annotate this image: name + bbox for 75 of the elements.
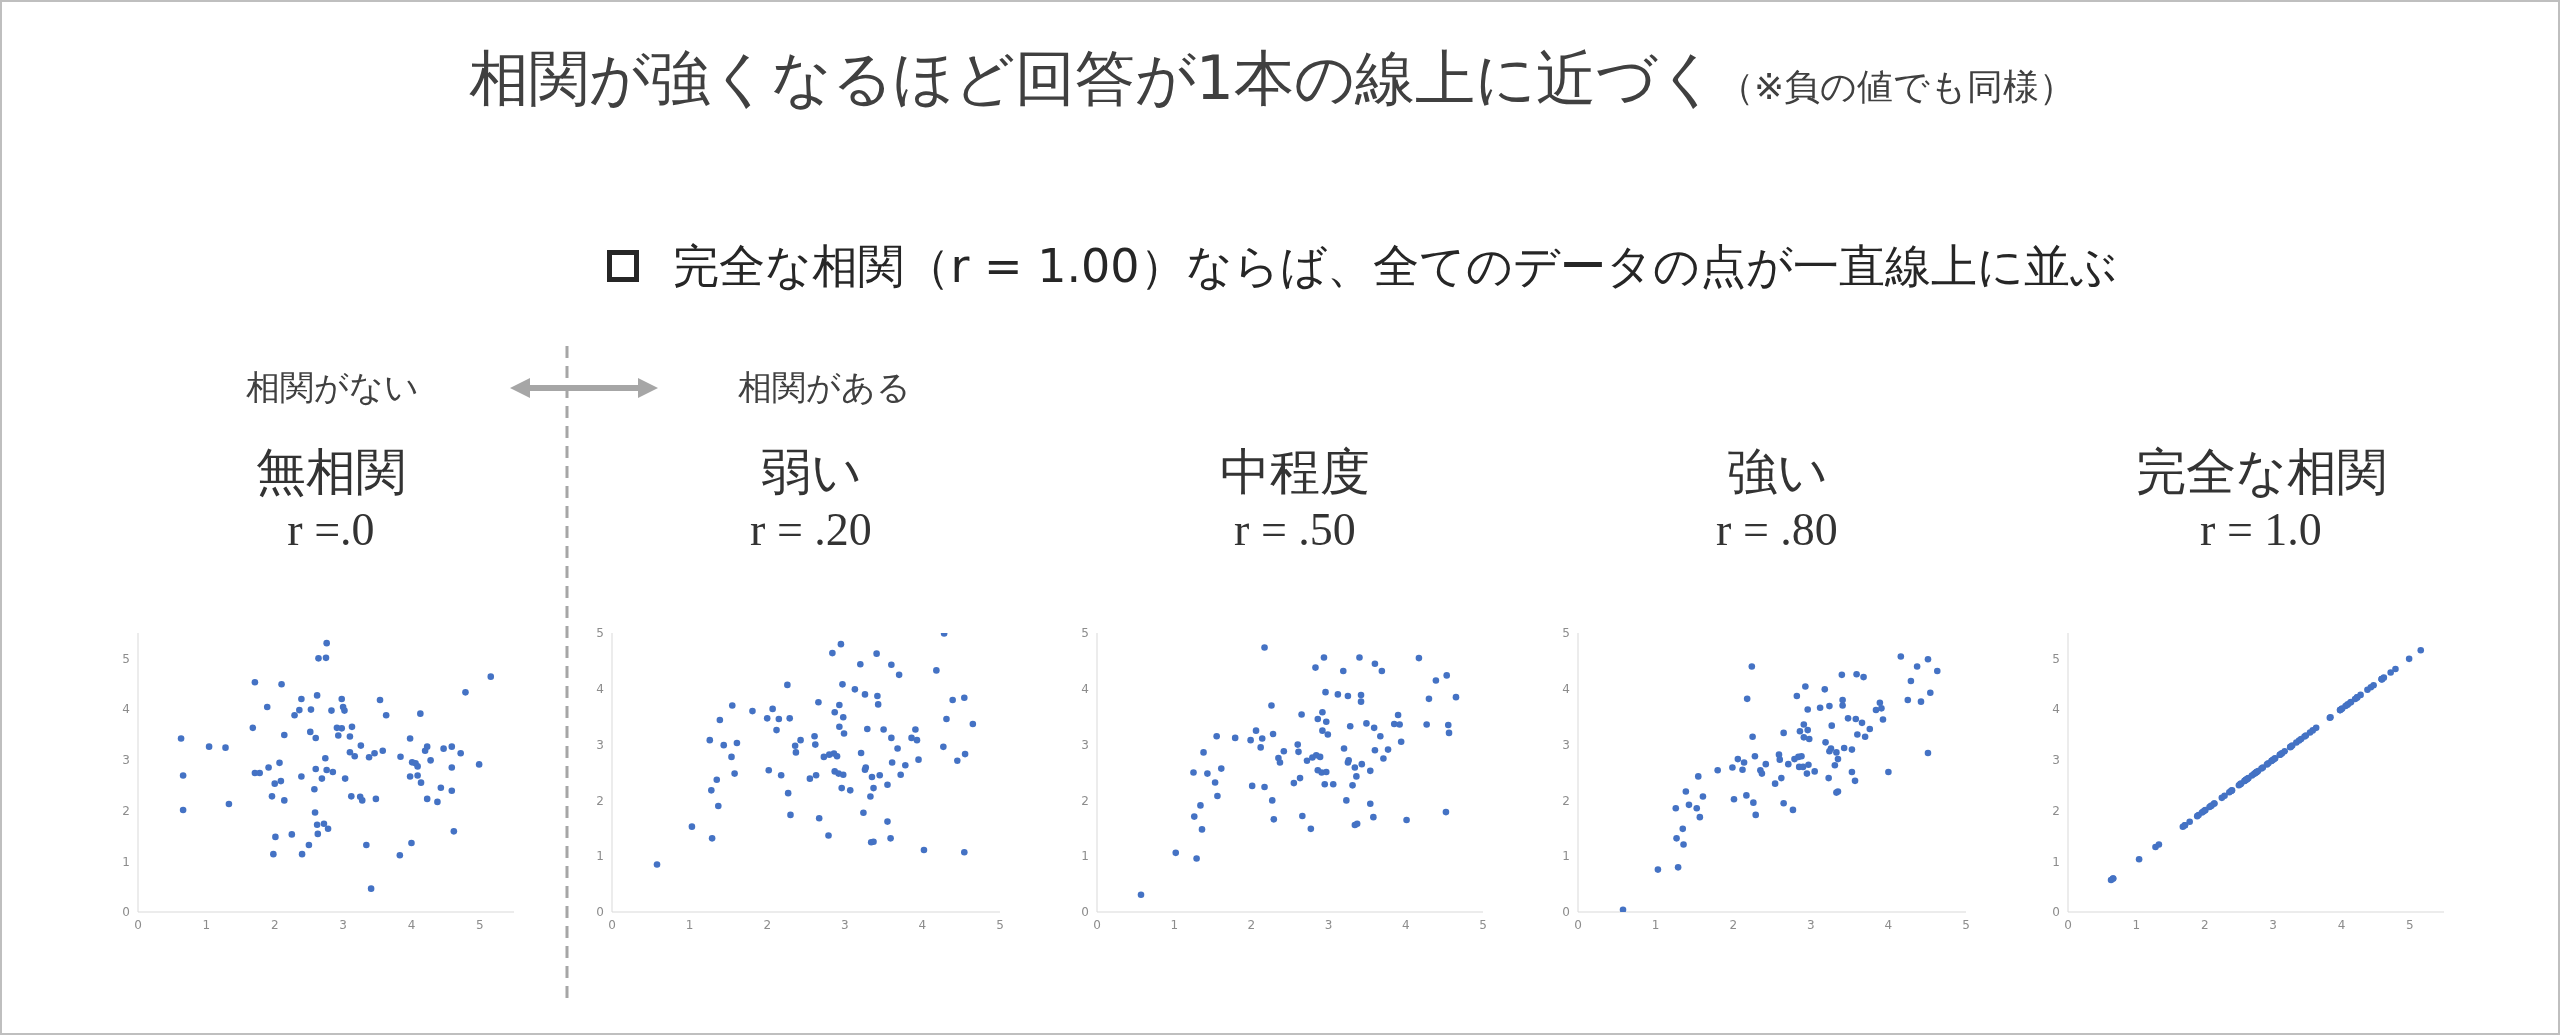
x-tick-label: 4 — [407, 917, 416, 932]
y-tick-label: 1 — [1562, 849, 1570, 864]
text: 相関が強くなるほど回答が1本の線上に近づく — [468, 43, 1718, 113]
y-tick-label: 0 — [1081, 905, 1089, 920]
y-tick-label: 2 — [1081, 793, 1089, 808]
y-tick-label: 3 — [2052, 753, 2060, 768]
x-tick-label: 0 — [1574, 917, 1582, 932]
x-tick-label: 0 — [2064, 917, 2072, 932]
chart-title: 完全な相関 — [2135, 443, 2387, 501]
text: 相関がない — [245, 367, 419, 407]
y-tick-label: 5 — [2052, 651, 2060, 666]
y-tick-label: 3 — [1562, 737, 1570, 752]
x-tick-label: 4 — [1401, 917, 1410, 932]
text: 相関がある — [737, 367, 911, 407]
x-tick-label: 2 — [1729, 917, 1738, 932]
x-tick-label: 0 — [1093, 917, 1101, 932]
x-tick-label: 1 — [685, 917, 694, 932]
x-tick-label: 5 — [1962, 917, 1970, 932]
y-tick-label: 0 — [2052, 905, 2060, 920]
y-tick-label: 3 — [1081, 737, 1089, 752]
x-tick-label: 2 — [763, 917, 772, 932]
x-tick-label: 0 — [608, 917, 616, 932]
chart-subtitle: r = .80 — [1716, 504, 1838, 555]
x-tick-label: 4 — [918, 917, 927, 932]
x-tick-label: 1 — [202, 917, 211, 932]
chart-title: 無相関 — [256, 443, 406, 501]
y-tick-label: 5 — [1562, 626, 1570, 641]
x-tick-label: 2 — [1247, 917, 1256, 932]
x-tick-label: 3 — [339, 917, 347, 932]
y-tick-label: 3 — [122, 753, 130, 768]
x-tick-label: 1 — [2132, 917, 2141, 932]
chart-subtitle: r = 1.0 — [2200, 504, 2322, 555]
y-tick-label: 1 — [596, 849, 604, 864]
y-tick-label: 4 — [1562, 682, 1570, 697]
text: 完全な相関（r = 1.00）ならば、全てのデータの点が一直線上に並ぶ — [673, 239, 2117, 293]
y-tick-label: 2 — [2052, 803, 2060, 818]
y-tick-label: 1 — [2052, 854, 2060, 869]
x-tick-label: 3 — [2269, 917, 2277, 932]
y-tick-label: 4 — [122, 702, 130, 717]
y-tick-label: 3 — [596, 737, 604, 752]
x-tick-label: 5 — [476, 917, 484, 932]
x-tick-label: 5 — [1479, 917, 1487, 932]
y-tick-label: 5 — [1081, 626, 1089, 641]
y-tick-label: 2 — [122, 803, 130, 818]
x-tick-label: 2 — [270, 917, 279, 932]
y-tick-label: 2 — [1562, 793, 1570, 808]
x-tick-label: 0 — [134, 917, 142, 932]
y-tick-label: 5 — [122, 651, 130, 666]
x-tick-label: 5 — [2406, 917, 2414, 932]
y-tick-label: 0 — [596, 905, 604, 920]
chart-subtitle: r = .20 — [750, 504, 872, 555]
y-tick-label: 5 — [596, 626, 604, 641]
x-tick-label: 3 — [1806, 917, 1815, 932]
y-tick-label: 4 — [2052, 702, 2060, 717]
y-tick-label: 4 — [596, 682, 604, 697]
x-tick-label: 5 — [996, 917, 1004, 932]
x-tick-label: 1 — [1170, 917, 1179, 932]
text: （※負の値でも同様） — [1718, 66, 2076, 107]
y-tick-label: 0 — [122, 905, 130, 920]
x-tick-label: 3 — [840, 917, 849, 932]
x-tick-label: 1 — [1651, 917, 1660, 932]
chart-subtitle: r =.0 — [287, 504, 375, 555]
x-tick-label: 3 — [1324, 917, 1333, 932]
chart-title: 弱い — [760, 443, 862, 501]
chart-title: 中程度 — [1220, 443, 1370, 501]
y-tick-label: 0 — [1562, 905, 1570, 920]
x-tick-label: 4 — [1884, 917, 1893, 932]
y-tick-label: 4 — [1081, 682, 1089, 697]
chart-subtitle: r = .50 — [1234, 504, 1356, 555]
y-tick-label: 2 — [596, 793, 604, 808]
x-tick-label: 4 — [2337, 917, 2346, 932]
y-tick-label: 1 — [1081, 849, 1089, 864]
y-tick-label: 1 — [122, 854, 130, 869]
chart-title: 強い — [1726, 443, 1828, 501]
x-tick-label: 2 — [2200, 917, 2209, 932]
